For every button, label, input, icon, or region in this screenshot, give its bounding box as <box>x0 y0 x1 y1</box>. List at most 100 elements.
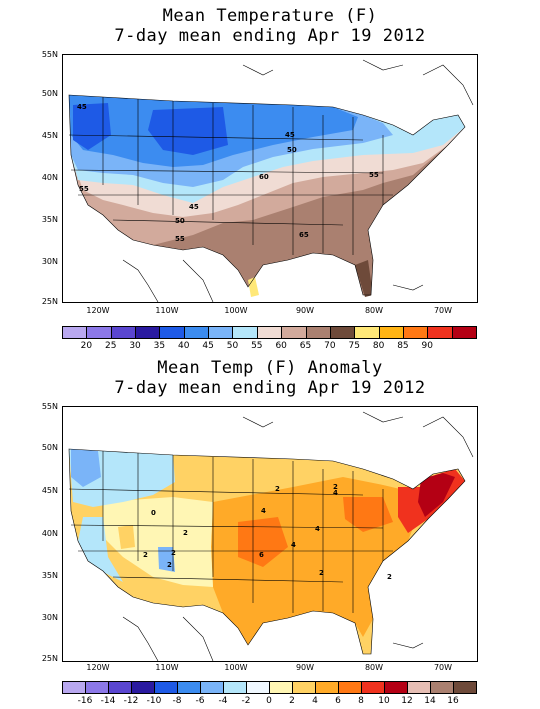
bottom-contour-label: 6 <box>259 551 264 559</box>
colorbar-label: 60 <box>275 341 287 351</box>
colorbar-label: 20 <box>80 341 93 351</box>
colorbar-swatch <box>85 681 109 694</box>
colorbar-label: -10 <box>146 696 162 706</box>
bottom-contour-label: 4 <box>333 489 338 497</box>
colorbar-label: 70 <box>324 341 336 351</box>
colorbar-swatch <box>451 326 477 339</box>
colorbar-label: 30 <box>129 341 141 351</box>
colorbar-label: -12 <box>123 696 139 706</box>
colorbar-label: 85 <box>397 341 409 351</box>
bottom-lat-label: 30N <box>41 613 58 622</box>
bottom-lat-label: 45N <box>41 486 58 495</box>
colorbar-label: 90 <box>421 341 433 351</box>
colorbar-label: 40 <box>178 341 190 351</box>
top-lat-label: 25N <box>41 297 58 306</box>
colorbar-label: -16 <box>77 696 93 706</box>
colorbar-swatch <box>135 326 161 339</box>
top-lon-label: 120W <box>86 306 110 315</box>
bottom-contour-label: 4 <box>261 507 266 515</box>
colorbar-swatch <box>361 681 385 694</box>
top-boundaries <box>68 94 466 296</box>
bottom-map-svg: 2 2 4 4 6 4 2 2 2 2 2 2 0 4 <box>63 407 477 661</box>
colorbar-label: 10 <box>378 696 390 706</box>
colorbar-label: 55 <box>251 341 263 351</box>
colorbar-swatch <box>315 681 339 694</box>
top-contour-label: 55 <box>369 171 379 179</box>
top-lon-label: 70W <box>433 306 453 315</box>
top-title-line2: 7-day mean ending Apr 19 2012 <box>114 26 426 46</box>
top-contour-label: 65 <box>299 231 309 239</box>
colorbar-label: 80 <box>372 341 385 351</box>
colorbar-swatch <box>154 681 178 694</box>
colorbar-label: 45 <box>202 341 214 351</box>
colorbar-swatch <box>177 681 201 694</box>
bottom-contour-label: 0 <box>151 509 156 517</box>
colorbar-swatch <box>256 326 283 339</box>
colorbar-label: -8 <box>172 696 182 706</box>
colorbar-swatch <box>402 326 429 339</box>
colorbar-swatch <box>223 681 247 694</box>
colorbar-label: 16 <box>447 696 459 706</box>
colorbar-swatch <box>232 326 258 339</box>
top-contour-label: 55 <box>79 185 89 193</box>
top-colorbar <box>62 326 477 339</box>
colorbar-swatch <box>62 681 86 694</box>
top-contour-label: 45 <box>189 203 199 211</box>
colorbar-swatch <box>453 681 477 694</box>
bottom-contour-label: 2 <box>183 529 188 537</box>
top-map-svg: 45 45 50 60 55 55 45 50 55 65 <box>63 55 477 302</box>
bottom-lon-label: 120W <box>86 663 110 672</box>
colorbar-label: 12 <box>401 696 413 706</box>
colorbar-swatch <box>246 681 270 694</box>
colorbar-swatch <box>384 681 408 694</box>
colorbar-swatch <box>200 681 224 694</box>
top-contour-label: 55 <box>175 235 185 243</box>
colorbar-label: 8 <box>358 696 364 706</box>
colorbar-swatch <box>208 326 234 339</box>
colorbar-swatch <box>329 326 356 339</box>
top-lon-label: 110W <box>155 306 179 315</box>
top-contour-label: 50 <box>175 217 185 225</box>
bottom-lat-label: 25N <box>41 654 58 663</box>
colorbar-swatch <box>407 681 431 694</box>
colorbar-swatch <box>62 326 88 339</box>
colorbar-label: -6 <box>195 696 205 706</box>
bottom-contour-label: 2 <box>143 551 148 559</box>
top-lon-label: 90W <box>295 306 315 315</box>
bottom-contour-label: 2 <box>387 573 392 581</box>
bottom-lon-label: 70W <box>433 663 453 672</box>
bottom-lon-label: 100W <box>224 663 248 672</box>
bottom-lon-label: 110W <box>155 663 179 672</box>
colorbar-swatch <box>159 326 185 339</box>
colorbar-swatch <box>110 326 137 339</box>
top-temperature-fill <box>63 55 477 302</box>
bottom-map: 2 2 4 4 6 4 2 2 2 2 2 2 0 4 <box>62 406 478 662</box>
colorbar-swatch <box>292 681 316 694</box>
colorbar-swatch <box>430 681 454 694</box>
top-contour-label: 45 <box>77 103 87 111</box>
colorbar-label: 4 <box>312 696 318 706</box>
colorbar-swatch <box>305 326 331 339</box>
bottom-contour-label: 4 <box>315 525 320 533</box>
bottom-lon-label: 80W <box>364 663 384 672</box>
colorbar-swatch <box>108 681 132 694</box>
top-coastlines <box>122 59 474 302</box>
bottom-contour-label: 2 <box>275 485 280 493</box>
top-lat-label: 30N <box>41 257 58 266</box>
colorbar-swatch <box>131 681 155 694</box>
bottom-lat-label: 55N <box>41 402 58 411</box>
top-contour-label: 45 <box>285 131 295 139</box>
bottom-lon-label: 90W <box>295 663 315 672</box>
bottom-anomaly-fill <box>63 407 477 661</box>
colorbar-label: 75 <box>348 341 360 351</box>
top-lat-label: 35N <box>41 215 58 224</box>
top-lon-label: 80W <box>364 306 384 315</box>
colorbar-swatch <box>269 681 293 694</box>
bottom-boundaries <box>68 448 466 655</box>
bottom-lat-label: 50N <box>41 443 58 452</box>
top-lat-label: 55N <box>41 50 58 59</box>
bottom-lat-label: 35N <box>41 571 58 580</box>
top-lat-label: 40N <box>41 173 58 182</box>
colorbar-label: 14 <box>424 696 436 706</box>
colorbar-label: 50 <box>226 341 239 351</box>
